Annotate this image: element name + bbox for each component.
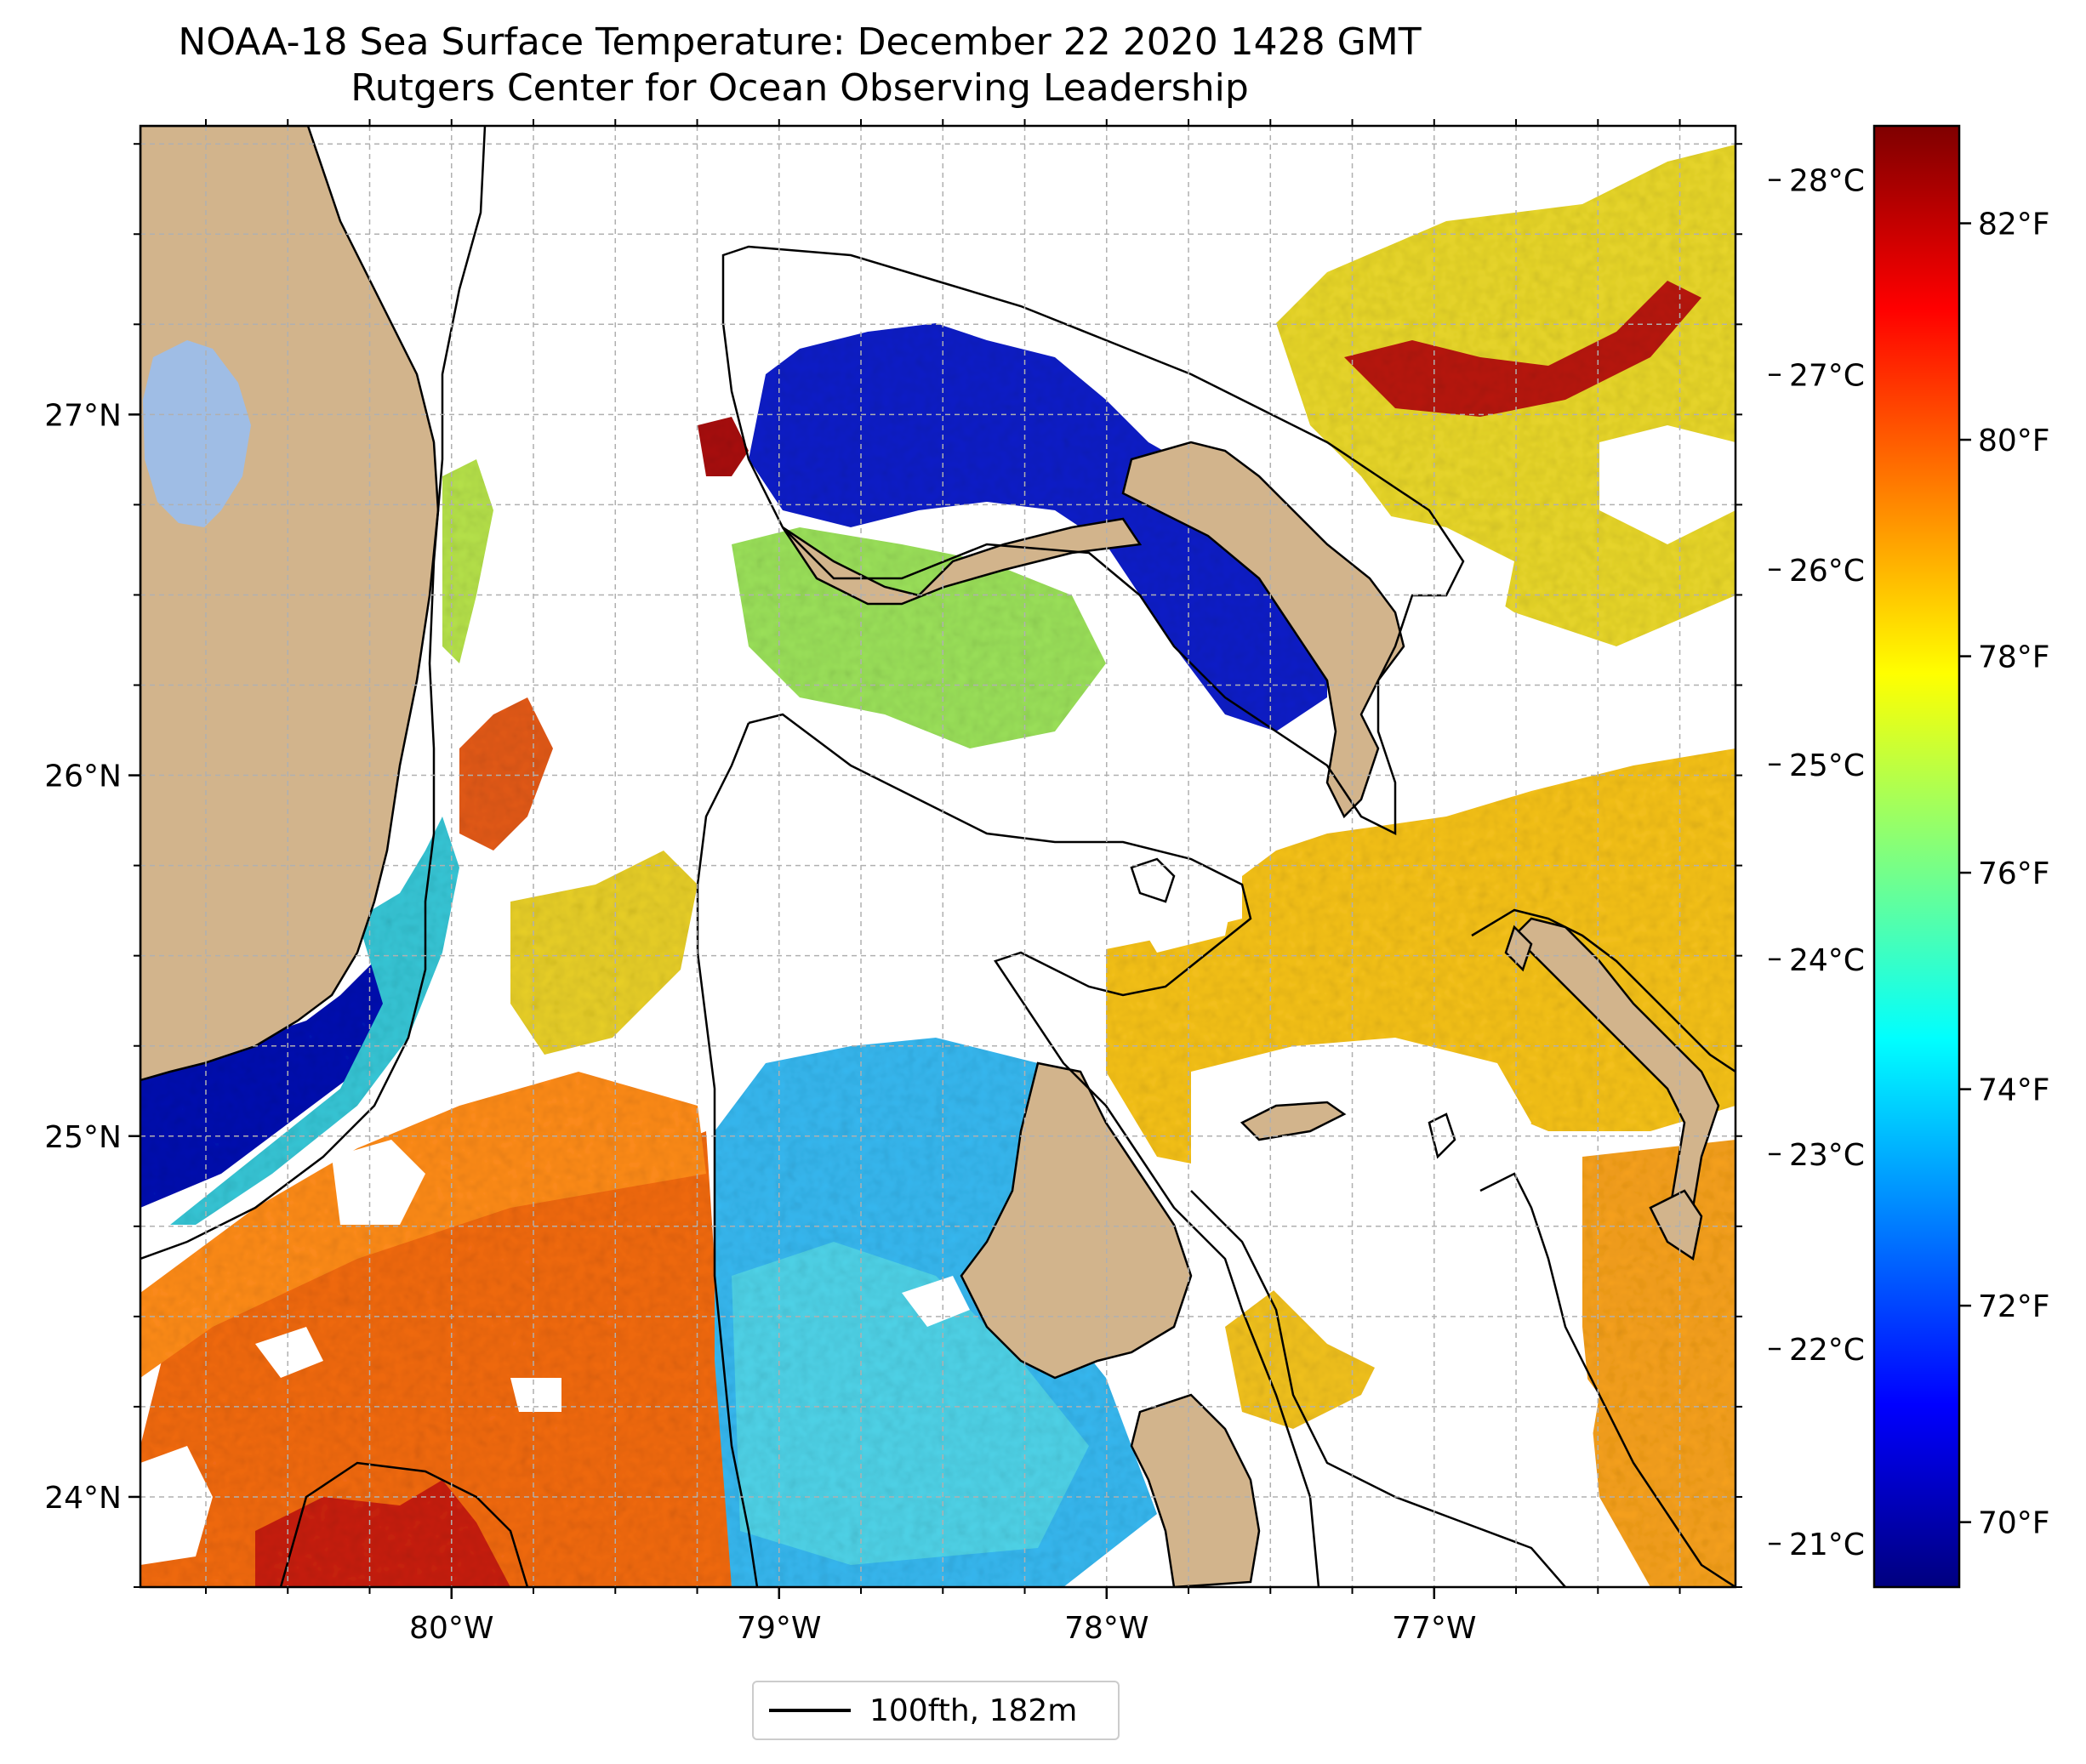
sst-warm-florida-current [459, 697, 553, 851]
contour-andros-east [1190, 1190, 1566, 1587]
colorbar: 21°C 22°C 23°C 24°C 25°C 26°C 27°C 28°C 70°F 72°… [1769, 124, 2050, 1589]
sst-mixed-florida-shelf [170, 817, 459, 1225]
bathymetry-contours [140, 126, 1735, 1587]
lake-okeechobee [143, 340, 251, 527]
berry-islands [1504, 925, 1533, 972]
sst-warm-core-south [255, 1480, 510, 1587]
contour-bank-islet-1 [1130, 857, 1176, 903]
sst-yellow-mid-strait [510, 851, 698, 1055]
missing-data-areas [140, 128, 1735, 1565]
andros-south-island [1130, 1393, 1261, 1587]
map-title: NOAA-18 Sea Surface Temperature: Decembe… [178, 20, 1422, 64]
longitude-axis: 80°W 79°W 78°W 77°W [205, 119, 1681, 1646]
contour-tongue-of-ocean-west [696, 722, 759, 1587]
lon-tick-label: 77°W [1392, 1611, 1476, 1646]
land-masses [140, 126, 1720, 1587]
colorbar-c-label: 23°C [1789, 1138, 1865, 1173]
lon-tick-label: 78°W [1064, 1611, 1148, 1646]
sst-warm-grand-bahama-west [698, 417, 749, 476]
sst-cold-florida-bay [140, 910, 408, 1208]
latitude-axis: 27°N 26°N 25°N 24°N [44, 143, 1742, 1588]
lon-tick-label: 80°W [409, 1611, 493, 1646]
legend-label: 100fth, 182m [869, 1693, 1078, 1728]
colorbar-f-label: 72°F [1978, 1289, 2050, 1324]
colorbar-c-label: 26°C [1789, 554, 1865, 589]
colorbar-f-label: 82°F [1978, 208, 2050, 242]
colorbar-f-label: 76°F [1978, 856, 2050, 891]
colorbar-f-label: 78°F [1978, 640, 2050, 675]
colorbar-f-label: 80°F [1978, 424, 2050, 458]
new-providence-island [1240, 1101, 1347, 1141]
sst-warm-northeast [1344, 281, 1701, 417]
sst-orange-southeast [1582, 1140, 1735, 1587]
map-gridlines [140, 126, 1735, 1587]
sst-green-florida-current-north [442, 459, 493, 663]
colorbar-fahrenheit-axis: 70°F 72°F 74°F 76°F 78°F 80°F 82°F [1959, 208, 2050, 1541]
contour-southern-loop [279, 1461, 529, 1587]
great-abaco-island [1121, 441, 1405, 819]
lat-tick-label: 25°N [44, 1120, 122, 1155]
sst-orange-band-florida-strait [140, 1072, 706, 1378]
contour-great-bahama-bank-west [748, 713, 1320, 1587]
map-subtitle: Rutgers Center for Ocean Observing Leade… [351, 66, 1249, 110]
map-frame [139, 124, 1737, 1589]
sst-tongue-light [732, 1242, 1089, 1565]
colorbar-f-label: 70°F [1978, 1506, 2050, 1541]
lat-tick-label: 26°N [44, 760, 122, 794]
contour-little-bahama-bank [721, 245, 1465, 836]
contour-bank-islet-2 [1428, 1112, 1456, 1159]
contour-eleuthera-shelf [1471, 908, 1735, 1073]
colorbar-c-label: 21°C [1789, 1528, 1865, 1562]
colorbar-c-label: 28°C [1789, 164, 1865, 199]
legend-box: 100fth, 182m [752, 1681, 1120, 1740]
colorbar-c-label: 24°C [1789, 943, 1865, 978]
colorbar-celsius-axis: 21°C 22°C 23°C 24°C 25°C 26°C 27°C 28°C [1769, 164, 1865, 1562]
sst-cold-little-bahama-bank [749, 323, 1327, 731]
lat-tick-label: 27°N [44, 398, 122, 433]
colorbar-c-label: 22°C [1789, 1333, 1865, 1368]
legend-line-sample [769, 1709, 851, 1712]
lon-tick-label: 79°W [737, 1611, 821, 1646]
contour-exuma-sound [1479, 1172, 1735, 1587]
exuma-cays [1649, 1189, 1703, 1261]
andros-island [960, 1061, 1193, 1380]
lat-tick-label: 24°N [44, 1481, 122, 1516]
colorbar-gradient [1872, 124, 1961, 1589]
colorbar-c-label: 25°C [1789, 748, 1865, 783]
grand-bahama-island [781, 517, 1143, 606]
contour-florida-shelf [140, 126, 487, 1260]
colorbar-f-label: 74°F [1978, 1073, 2050, 1108]
colorbar-c-label: 27°C [1789, 359, 1865, 394]
sst-map [140, 126, 1735, 1587]
